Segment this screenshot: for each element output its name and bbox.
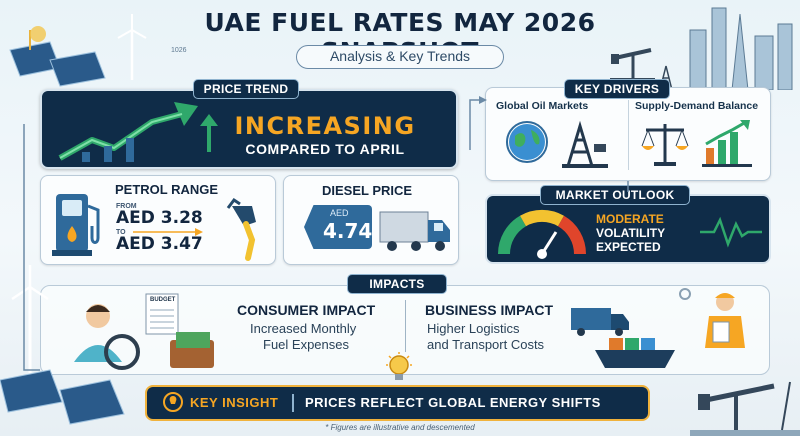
insight-separator bbox=[292, 394, 294, 412]
key-insight-message: PRICES REFLECT GLOBAL ENERGY SHIFTS bbox=[305, 395, 601, 410]
drivers-divider bbox=[628, 100, 629, 170]
solar-panels-bottom-illustration bbox=[0, 369, 125, 425]
key-drivers-tab: KEY DRIVERS bbox=[564, 79, 670, 99]
trend-subline: COMPARED TO APRIL bbox=[245, 141, 405, 157]
truck-icon bbox=[379, 211, 450, 251]
petrol-low-price: AED 3.28 bbox=[116, 208, 203, 228]
impacts-divider bbox=[405, 300, 406, 352]
price-trend-tab: PRICE TREND bbox=[193, 79, 299, 99]
insight-badge-icon bbox=[163, 392, 183, 412]
consumer-impact-title: CONSUMER IMPACT bbox=[237, 302, 376, 318]
business-impact-title: BUSINESS IMPACT bbox=[425, 302, 554, 318]
diesel-price-tag bbox=[304, 205, 372, 249]
driver-supply-demand-label: Supply-Demand Balance bbox=[635, 100, 759, 112]
diesel-currency: AED bbox=[330, 208, 349, 218]
oil-pump-bottom-illustration bbox=[690, 381, 800, 436]
budget-label: BUDGET bbox=[150, 297, 176, 303]
petrol-high-price: AED 3.47 bbox=[116, 234, 203, 254]
year-tag: 1026 bbox=[171, 47, 187, 54]
subtitle-pill: Analysis & Key Trends bbox=[296, 45, 504, 69]
pulse-line-icon bbox=[700, 216, 762, 248]
globe-icon bbox=[506, 121, 548, 163]
consumer-impact-line2: Fuel Expenses bbox=[263, 337, 349, 352]
scales-icon bbox=[641, 124, 689, 166]
petrol-range-title: PETROL RANGE bbox=[115, 182, 219, 197]
driver-illustration bbox=[74, 293, 214, 370]
petrol-to-label: TO bbox=[116, 229, 126, 236]
trend-headline: INCREASING bbox=[234, 112, 416, 140]
diesel-price-value: 4.74 bbox=[323, 219, 373, 243]
fuel-nozzle-icon bbox=[226, 197, 256, 261]
lightbulb-icon bbox=[386, 352, 412, 380]
business-impact-line2: and Transport Costs bbox=[427, 337, 545, 352]
key-insight-label: KEY INSIGHT bbox=[190, 395, 279, 410]
bar-chart-up-icon bbox=[702, 120, 752, 167]
outlook-line-expected: EXPECTED bbox=[596, 240, 661, 254]
solar-panels-left-illustration bbox=[9, 26, 106, 87]
consumer-impact-line1: Increased Monthly bbox=[250, 321, 357, 336]
petrol-from-label: FROM bbox=[116, 203, 137, 210]
skyline-right-illustration bbox=[660, 7, 793, 90]
trend-up-arrow-icon bbox=[58, 102, 198, 162]
oil-rig-icon bbox=[562, 120, 608, 168]
wind-turbine-top-illustration bbox=[117, 14, 147, 80]
driver-global-oil-label: Global Oil Markets bbox=[496, 100, 589, 112]
fuel-pump-icon bbox=[52, 194, 100, 256]
small-up-arrow-icon bbox=[200, 114, 218, 152]
diesel-price-title: DIESEL PRICE bbox=[322, 183, 413, 198]
arrow-right-icon bbox=[133, 228, 203, 236]
key-insight-bar bbox=[145, 385, 650, 421]
market-outlook-tab: MARKET OUTLOOK bbox=[540, 185, 690, 205]
business-impact-line1: Higher Logistics bbox=[427, 321, 520, 336]
footnote: * Figures are illustrative and descement… bbox=[325, 423, 475, 432]
outlook-line-volatility: VOLATILITY bbox=[596, 226, 666, 240]
outlook-line-moderate: MODERATE bbox=[596, 212, 664, 226]
impacts-tab: IMPACTS bbox=[347, 274, 447, 294]
logistics-illustration bbox=[571, 288, 745, 368]
gauge-meter-icon bbox=[497, 209, 587, 259]
